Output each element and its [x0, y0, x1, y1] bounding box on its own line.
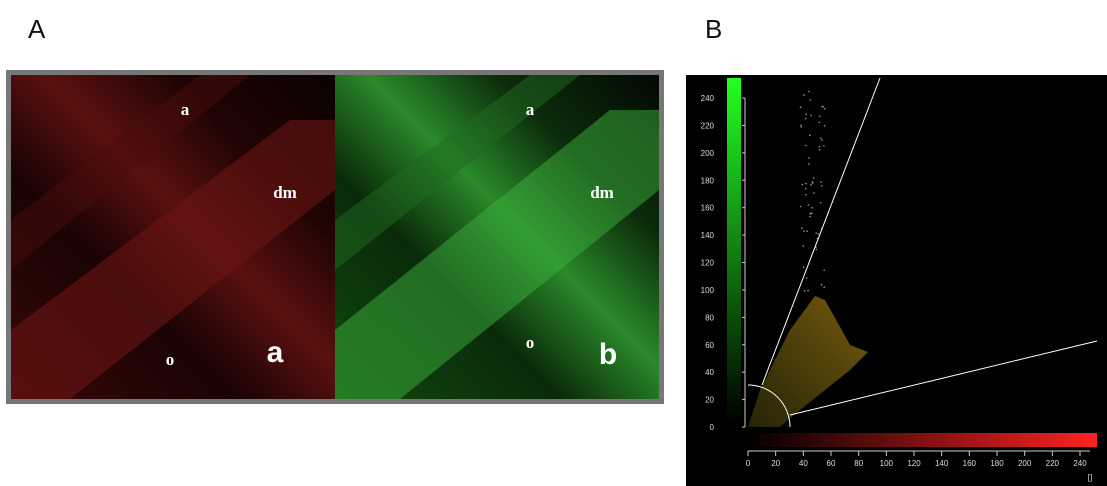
scatter-dot: [800, 206, 802, 208]
scatter-dot: [823, 286, 825, 288]
scatter-dot: [809, 134, 811, 136]
red-scale-bar: [745, 433, 1097, 447]
scatter-dot: [819, 116, 821, 118]
y-tick-label: 240: [701, 94, 715, 103]
scatter-dot: [810, 184, 812, 186]
image-panel-label: a: [267, 336, 284, 369]
image-label: a: [526, 100, 535, 119]
scatter-dot: [805, 183, 807, 185]
y-tick-label: 60: [705, 341, 714, 350]
y-tick-label: 40: [705, 368, 714, 377]
scatter-dot: [811, 207, 813, 209]
y-tick-label: 0: [710, 423, 715, 432]
x-tick-label: 80: [854, 459, 863, 468]
scatter-dot: [819, 122, 821, 124]
scatter-dot: [801, 126, 803, 128]
scatter-dot: [821, 139, 823, 141]
scatter-dot: [813, 177, 815, 179]
x-tick-label: 140: [935, 459, 949, 468]
x-tick-label: 220: [1046, 459, 1060, 468]
image-label: o: [166, 350, 175, 369]
scatter-dot: [800, 106, 802, 108]
scatter-dot: [811, 213, 813, 215]
x-tick-label: 240: [1073, 459, 1087, 468]
scatter-dot: [813, 192, 815, 194]
y-tick-label: 180: [701, 176, 715, 185]
x-tick-label: 0: [746, 459, 751, 468]
scatter-dot: [806, 277, 808, 279]
scatter-dot: [808, 91, 810, 93]
unit-label: []: [1088, 473, 1092, 482]
scatter-dot: [821, 284, 823, 286]
scatter-dot: [808, 204, 810, 206]
scatter-dot: [803, 266, 805, 268]
scatter-dot: [805, 118, 807, 120]
x-tick-label: 180: [990, 459, 1004, 468]
scatter-dot: [824, 125, 826, 127]
scatter-dot: [812, 181, 814, 183]
scatter-dot: [803, 94, 805, 96]
scatter-dot: [805, 145, 807, 147]
scatter-dot: [802, 184, 804, 186]
y-tick-label: 140: [701, 231, 715, 240]
scatter-dot: [801, 227, 803, 229]
scatter-dot: [823, 270, 825, 272]
image-panel-label: b: [599, 338, 617, 371]
scatter-dot: [820, 181, 822, 183]
image-label: dm: [273, 183, 297, 202]
x-tick-label: 120: [907, 459, 921, 468]
y-tick-label: 120: [701, 259, 715, 268]
x-tick-label: 100: [880, 459, 894, 468]
y-tick-label: 220: [701, 121, 715, 130]
scatter-dot: [800, 125, 802, 127]
scatter-dot: [823, 145, 825, 147]
scatter-dot: [803, 230, 805, 232]
scatter-dot: [819, 149, 821, 151]
y-tick-label: 160: [701, 204, 715, 213]
scatter-dot: [810, 99, 812, 101]
x-tick-label: 20: [771, 459, 780, 468]
panel-letter: A: [28, 14, 46, 44]
scatter-dot: [815, 232, 817, 234]
y-tick-label: 100: [701, 286, 715, 295]
figure: A B a dm o a a dm o b [] 0 20 40 60 80 100 120…: [0, 0, 1107, 486]
scatter-dot: [824, 108, 826, 110]
scatter-dot: [804, 290, 806, 292]
image-label: dm: [590, 183, 614, 202]
scatter-dot: [808, 163, 810, 165]
scatter-dot: [809, 216, 811, 218]
scatter-dot: [808, 157, 810, 159]
image-label: a: [181, 100, 190, 119]
scatter-dot: [807, 290, 809, 292]
scatter-dot: [820, 202, 822, 204]
y-tick-label: 80: [705, 313, 714, 322]
scatter-dot: [805, 188, 807, 190]
x-tick-label: 40: [799, 459, 808, 468]
scatter-dot: [821, 185, 823, 187]
scatter-dot: [818, 233, 820, 235]
image-label: o: [526, 333, 535, 352]
y-tick-label: 200: [701, 149, 715, 158]
panel-letter: B: [705, 14, 722, 44]
scatter-dot: [803, 245, 805, 247]
scatter-dot: [806, 230, 808, 232]
scatter-dot: [805, 194, 807, 196]
y-tick-label: 20: [705, 396, 714, 405]
scatter-dot: [820, 138, 822, 140]
scatter-dot: [822, 106, 824, 108]
scatter-dot: [818, 146, 820, 148]
x-tick-label: 200: [1018, 459, 1032, 468]
x-tick-label: 160: [963, 459, 977, 468]
x-tick-label: 60: [827, 459, 836, 468]
scatter-dot: [816, 249, 818, 251]
green-scale-bar: [727, 78, 741, 423]
scatter-dot: [805, 113, 807, 115]
scatter-dot: [810, 115, 812, 117]
